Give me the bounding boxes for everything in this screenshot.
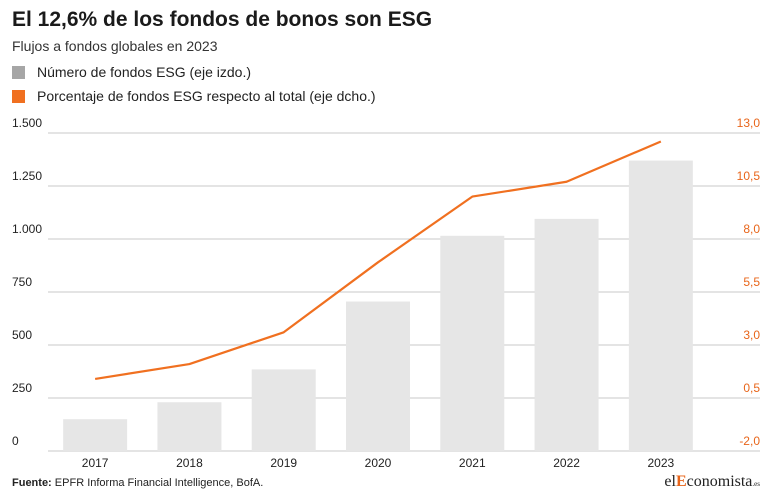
bar — [157, 402, 222, 451]
y-right-tick-label: 13,0 — [737, 116, 761, 130]
y-right-tick-label: -2,0 — [739, 434, 760, 448]
x-tick-label: 2017 — [82, 456, 109, 470]
bar — [346, 301, 410, 451]
y-left-tick-label: 1.500 — [12, 116, 42, 130]
legend-label-bars: Número de fondos ESG (eje izdo.) — [37, 64, 251, 80]
bar — [628, 160, 693, 451]
y-left-tick-label: 0 — [12, 434, 19, 448]
x-tick-label: 2023 — [648, 456, 675, 470]
y-left-tick-label: 250 — [12, 381, 32, 395]
bar — [534, 218, 599, 451]
bar — [251, 369, 316, 451]
legend-swatch-bars — [12, 65, 25, 79]
y-left-tick-label: 500 — [12, 328, 32, 342]
chart-subtitle: Flujos a fondos globales en 2023 — [12, 38, 218, 54]
y-right-tick-label: 0,5 — [743, 381, 760, 395]
legend-label-line: Porcentaje de fondos ESG respecto al tot… — [37, 88, 376, 104]
chart-title: El 12,6% de los fondos de bonos son ESG — [12, 8, 433, 31]
x-tick-label: 2019 — [270, 456, 297, 470]
y-right-tick-label: 3,0 — [743, 328, 760, 342]
y-right-tick-label: 10,5 — [737, 169, 761, 183]
legend-swatch-line — [12, 89, 25, 103]
y-left-tick-label: 1.000 — [12, 222, 42, 236]
x-tick-label: 2021 — [459, 456, 486, 470]
x-tick-label: 2022 — [553, 456, 580, 470]
source-label: Fuente: — [12, 477, 52, 489]
y-right-tick-label: 5,5 — [743, 275, 760, 289]
legend-item-line: Porcentaje de fondos ESG respecto al tot… — [12, 88, 376, 104]
bar — [440, 235, 505, 451]
source-text: EPFR Informa Financial Intelligence, Bof… — [54, 477, 264, 489]
x-tick-label: 2018 — [176, 456, 203, 470]
y-right-tick-label: 8,0 — [743, 222, 760, 236]
legend-item-bars: Número de fondos ESG (eje izdo.) — [12, 64, 251, 80]
brand-logo: elEconomista.es — [664, 473, 760, 490]
y-left-tick-label: 750 — [12, 275, 32, 289]
y-left-tick-label: 1.250 — [12, 169, 42, 183]
source-note: Fuente: EPFR Informa Financial Intellige… — [12, 477, 263, 489]
bar — [63, 419, 128, 451]
x-tick-label: 2020 — [365, 456, 392, 470]
